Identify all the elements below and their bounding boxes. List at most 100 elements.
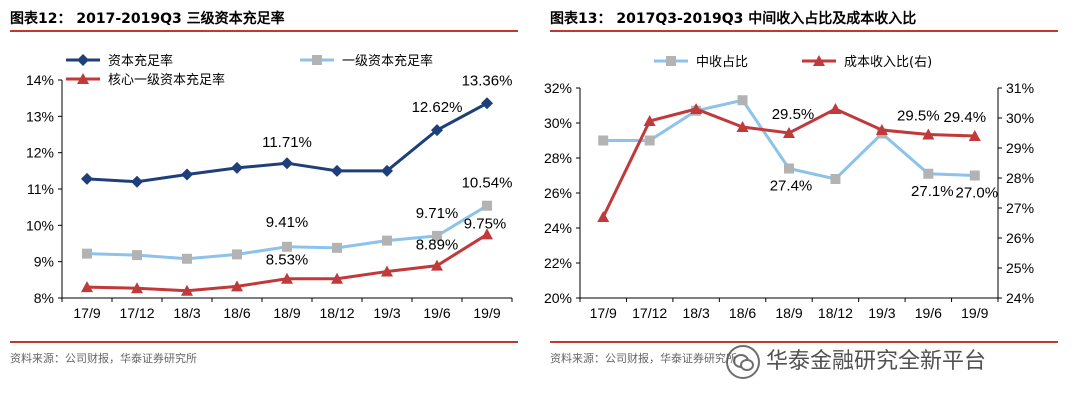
y2-tick-label: 28%	[1006, 170, 1034, 186]
x-tick-label: 19/3	[868, 305, 895, 321]
x-tick-label: 18/9	[273, 305, 300, 321]
data-point	[431, 259, 443, 271]
data-label: 29.5%	[772, 106, 815, 123]
x-tick-label: 19/3	[373, 305, 400, 321]
legend-swatch-marker	[77, 73, 89, 84]
chart-title: 图表13： 2017Q3-2019Q3 中间收入占比及成本收入比	[550, 11, 917, 27]
data-label: 8.89%	[416, 237, 459, 254]
data-point	[737, 95, 748, 106]
data-point	[381, 164, 393, 177]
y2-tick-label: 29%	[1006, 140, 1034, 156]
data-point	[643, 115, 656, 126]
data-point	[231, 280, 243, 292]
x-tick-label: 18/3	[173, 305, 200, 321]
data-point	[281, 157, 293, 170]
data-point	[736, 121, 749, 132]
data-label: 27.0%	[956, 185, 999, 202]
data-point	[231, 161, 243, 174]
series-line	[601, 107, 975, 218]
legend-swatch-marker	[312, 55, 322, 65]
data-point	[81, 172, 93, 185]
data-point	[182, 253, 192, 264]
y-tick-label: 8%	[34, 290, 54, 306]
x-tick-label: 18/12	[818, 305, 853, 321]
x-tick-label: 19/6	[423, 305, 450, 321]
y2-tick-label: 25%	[1006, 260, 1034, 276]
y-tick-label: 22%	[544, 255, 572, 271]
data-point	[381, 265, 393, 277]
legend-label: 中收占比	[696, 55, 748, 70]
y-tick-label: 26%	[544, 185, 572, 201]
data-point	[598, 135, 609, 146]
data-point	[644, 135, 655, 146]
data-point	[82, 248, 92, 259]
x-tick-label: 18/12	[319, 305, 354, 321]
y-tick-label: 14%	[26, 72, 54, 88]
data-point	[481, 97, 493, 110]
x-tick-label: 17/12	[632, 305, 667, 321]
data-point	[232, 249, 242, 260]
data-point	[923, 168, 934, 179]
x-tick-label: 19/9	[473, 305, 500, 321]
data-point	[783, 127, 795, 138]
data-point	[131, 282, 143, 294]
data-label: 27.4%	[770, 178, 813, 195]
data-point	[597, 211, 610, 222]
data-label: 27.1%	[911, 183, 954, 200]
data-point	[690, 103, 703, 114]
y-tick-label: 20%	[544, 290, 572, 306]
chart-title: 图表12： 2017-2019Q3 三级资本充足率	[10, 11, 285, 27]
data-label: 9.41%	[266, 214, 309, 231]
legend-swatch-marker	[813, 55, 825, 66]
y-tick-label: 32%	[544, 80, 572, 96]
data-point	[332, 242, 342, 253]
data-label: 29.5%	[897, 108, 940, 125]
x-tick-label: 18/9	[775, 305, 802, 321]
legend-label: 核心一级资本充足率	[108, 72, 225, 88]
data-point	[481, 228, 493, 240]
capital-adequacy-line-chart: 8% 9% 10% 11% 12% 13% 14% 17/9 17/12 18/3 18/6 18/9…	[26, 53, 513, 321]
y2-tick-label: 31%	[1006, 80, 1034, 96]
y-tick-label: 28%	[544, 150, 572, 166]
data-point	[282, 241, 292, 252]
legend-label: 一级资本充足率	[342, 53, 433, 69]
title-divider	[550, 30, 1058, 32]
y-tick-label: 13%	[26, 108, 54, 124]
legend-label: 资本充足率	[108, 53, 173, 69]
data-point	[830, 174, 841, 184]
wechat-icon	[726, 345, 760, 379]
y2-tick-label: 30%	[1006, 110, 1034, 126]
data-point	[482, 200, 492, 211]
data-point	[784, 163, 794, 174]
data-point	[432, 230, 442, 241]
data-label: 29.4%	[944, 109, 987, 126]
watermark-text: 华泰金融研究全新平台	[766, 349, 987, 374]
legend-swatch-marker	[77, 54, 89, 66]
source-note: 资料来源：公司财报，华泰证券研究所	[10, 352, 197, 365]
watermark: 华泰金融研究全新平台	[726, 343, 986, 379]
source-divider	[10, 341, 518, 343]
x-tick-label: 18/6	[729, 305, 756, 321]
y2-tick-label: 26%	[1006, 230, 1034, 246]
data-point	[181, 284, 193, 296]
y-tick-label: 11%	[27, 181, 54, 197]
data-point	[969, 170, 980, 181]
data-point	[331, 164, 343, 177]
data-point	[968, 130, 981, 141]
data-point	[132, 250, 142, 261]
data-label: 9.71%	[416, 205, 459, 222]
x-tick-label: 17/9	[590, 305, 617, 321]
data-point	[382, 235, 392, 246]
y-tick-label: 24%	[544, 220, 572, 236]
data-point	[922, 128, 935, 140]
data-label: 13.36%	[462, 72, 513, 89]
data-label: 10.54%	[462, 175, 513, 192]
data-point	[875, 124, 888, 135]
x-tick-label: 17/9	[73, 305, 100, 321]
data-label: 11.71%	[262, 134, 312, 151]
legend-label: 成本收入比(右)	[844, 55, 932, 70]
data-point	[131, 175, 143, 188]
data-point	[829, 103, 842, 114]
y-tick-label: 12%	[26, 145, 54, 161]
data-label: 12.62%	[412, 99, 463, 116]
